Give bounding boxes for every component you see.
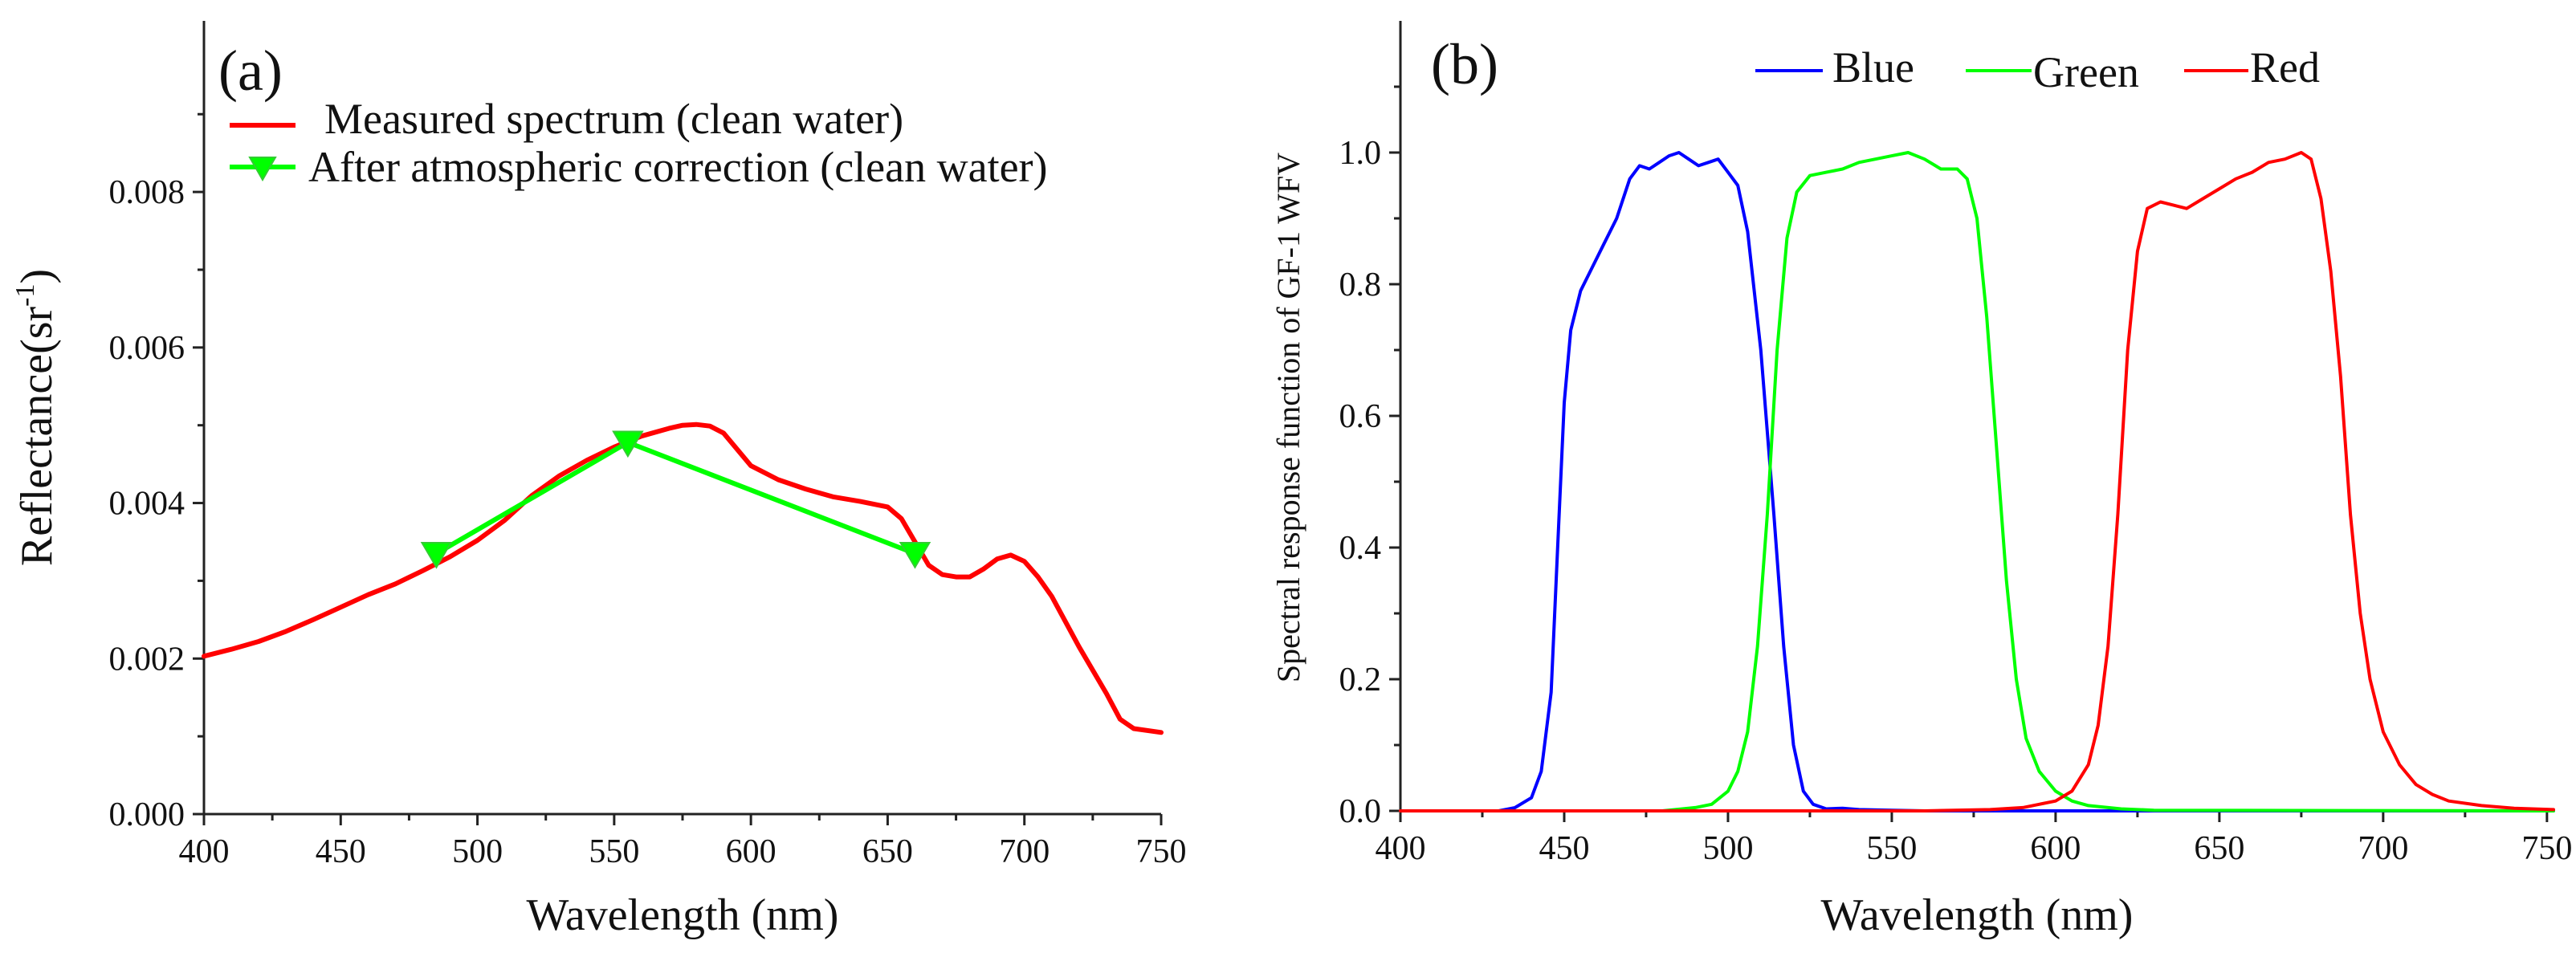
panel-b-x-tick-label: 700 (2358, 830, 2408, 867)
panel-a-x-tick-label: 600 (726, 833, 776, 870)
panel-a-x-title: Wavelength (nm) (527, 890, 839, 940)
panel-a-y-title-close: ) (12, 269, 62, 284)
panel-a-label: (a) (218, 39, 283, 103)
panel-b-y-title: Spectral response function of GF-1 WFV (1270, 153, 1306, 682)
panel-b-legend: Blue Green Red (1755, 43, 2320, 96)
legend-label-corrected: After atmospheric correction (clean wate… (308, 143, 1048, 191)
panel-a-data-point (899, 542, 931, 569)
panel-a-y-tick-label: 0.004 (109, 486, 185, 523)
panel-b-x-tick-label: 750 (2521, 830, 2572, 867)
panel-b-series (1399, 151, 2555, 812)
legend-marker-corrected (248, 157, 277, 182)
panel-b-y-tick-label: 0.6 (1339, 398, 1382, 435)
panel-a-y-tick-label: 0.008 (109, 174, 185, 211)
panel-a-series-line-measured (202, 421, 1164, 735)
panel-b-x-tick-label: 450 (1539, 830, 1589, 867)
panel-b: 400 450 500 550 600 650 700 750 0.0 0.2 0.4 0.6 0.8 1… (1270, 21, 2572, 940)
panel-b-series-line-green (1399, 151, 2555, 812)
panel-b-x-tick-label: 650 (2194, 830, 2244, 867)
panel-a-y-title-main: Reflectance(sr (12, 306, 62, 566)
panel-b-ticks: 400 450 500 550 600 650 700 750 0.0 0.2 0.4 0.6 0.8 1… (1339, 85, 2572, 867)
panel-a-y-title: Reflectance(sr-1) (10, 269, 62, 566)
panel-b-y-tick-label: 0.8 (1339, 267, 1382, 303)
panel-a-data-point (420, 542, 453, 569)
panel-b-series-line-blue (1399, 151, 2555, 812)
panel-b-y-tick-label: 0.4 (1339, 530, 1382, 567)
panel-a-y-tick-label: 0.002 (109, 641, 185, 678)
panel-b-x-tick-label: 500 (1702, 830, 1753, 867)
panel-a-x-tick-label: 700 (999, 833, 1050, 870)
panel-a-x-tick-label: 400 (179, 833, 230, 870)
panel-a-y-tick-label: 0.006 (109, 330, 185, 367)
panel-a-x-tick-label: 550 (589, 833, 639, 870)
panel-b-series-line-red (1399, 151, 2555, 812)
panel-a-x-tick-label: 750 (1136, 833, 1187, 870)
panel-a-y-title-sup: -1 (10, 283, 40, 306)
panel-b-x-tick-label: 550 (1866, 830, 1917, 867)
panel-a-x-tick-label: 650 (862, 833, 913, 870)
panel-b-x-tick-label: 400 (1376, 830, 1426, 867)
panel-a-ticks: 400 450 500 550 600 650 700 750 0.000 0.002 0.004 0… (109, 112, 1187, 870)
panel-b-y-tick-label: 0.0 (1339, 793, 1382, 830)
panel-b-y-tick-label: 1.0 (1339, 135, 1382, 172)
panel-b-label: (b) (1431, 32, 1498, 96)
panel-a-x-tick-label: 450 (316, 833, 366, 870)
legend-label-green: Green (2033, 48, 2139, 96)
panel-b-x-title: Wavelength (nm) (1821, 890, 2134, 940)
panel-a-x-tick-label: 500 (452, 833, 503, 870)
legend-label-red: Red (2250, 43, 2320, 92)
panel-b-x-tick-label: 600 (2030, 830, 2081, 867)
panel-a-series (202, 421, 1164, 735)
legend-label-blue: Blue (1832, 43, 1914, 92)
panel-a-y-tick-label: 0.000 (109, 796, 185, 833)
panel-b-y-tick-label: 0.2 (1339, 662, 1382, 698)
panel-a-data-point (612, 430, 644, 458)
legend-label-measured: Measured spectrum (clean water) (324, 95, 903, 143)
panel-a: 400 450 500 550 600 650 700 750 0.000 0.002 0.004 0… (10, 21, 1187, 940)
panel-a-legend: Measured spectrum (clean water) After at… (230, 95, 1048, 191)
